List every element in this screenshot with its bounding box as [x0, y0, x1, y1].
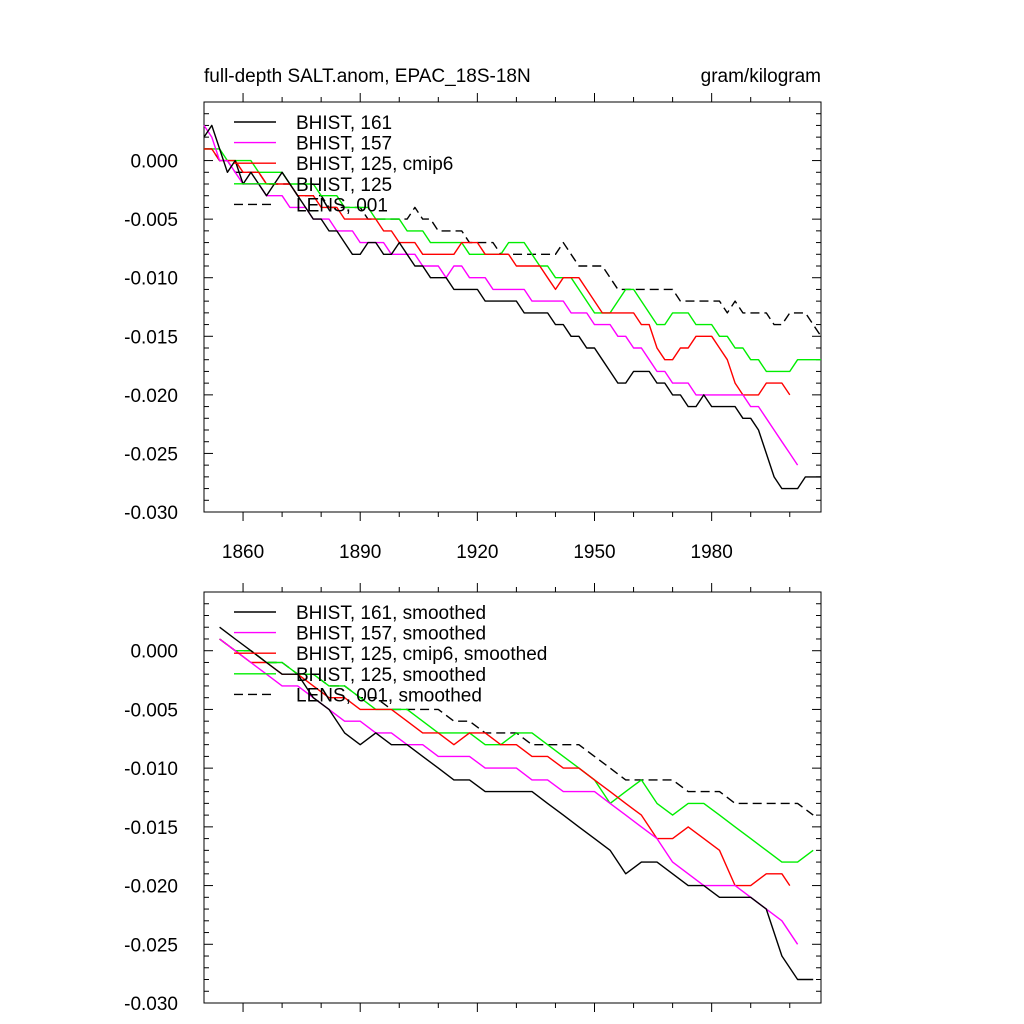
x-tick-label: 1860 [222, 542, 264, 563]
series-group [203, 124, 822, 490]
panel-title: full-depth SALT.anom, EPAC_18S-18N [204, 66, 531, 87]
x-tick-label: 1980 [691, 542, 733, 563]
y-tick-label: -0.025 [124, 935, 178, 956]
y-tick-label: -0.020 [124, 386, 178, 407]
bottom-panel: 0.000 -0.005 -0.010 -0.015 -0.020 -0.025 -0.03… [124, 583, 822, 1015]
y-tick-label: -0.010 [124, 759, 178, 780]
legend-label: BHIST, 161, smoothed [296, 603, 486, 624]
series-line [219, 638, 791, 887]
y-tick-label: -0.030 [124, 994, 178, 1015]
y-tick-label: 0.000 [130, 642, 178, 663]
y-tick-label: 0.000 [130, 152, 178, 173]
series-line [203, 125, 799, 466]
series-group [219, 626, 814, 981]
plot-frame [203, 591, 822, 1004]
legend-label: BHIST, 125, smoothed [296, 665, 486, 686]
x-tick-label: 1890 [339, 542, 381, 563]
y-tick-label: -0.030 [124, 503, 178, 524]
series-line [203, 124, 821, 490]
legend-label: BHIST, 125, cmip6 [296, 154, 453, 175]
series-line [219, 638, 814, 863]
legend-label: BHIST, 161 [296, 113, 392, 134]
legend-label: BHIST, 125 [296, 175, 392, 196]
legend-label: LENS, 001 [296, 195, 388, 216]
plot-frame [203, 101, 822, 513]
x-tick-label: 1920 [456, 542, 498, 563]
legend-label: LENS, 001, smoothed [296, 685, 482, 706]
panel-units: gram/kilogram [701, 66, 821, 87]
series-line [219, 626, 814, 981]
legend-label: BHIST, 157, smoothed [296, 624, 486, 645]
y-tick-label: -0.015 [124, 818, 178, 839]
y-tick-label: -0.005 [124, 700, 178, 721]
series-line [204, 148, 821, 373]
x-tick-label: 1950 [573, 542, 615, 563]
y-tick-label: -0.010 [124, 269, 178, 290]
legend-label: BHIST, 157 [296, 134, 392, 155]
series-line [204, 148, 791, 396]
y-tick-label: -0.015 [124, 327, 178, 348]
y-tick-label: -0.005 [124, 210, 178, 231]
top-panel: full-depth SALT.anom, EPAC_18S-18N gram/… [124, 66, 822, 563]
y-tick-label: -0.025 [124, 444, 178, 465]
legend-label: BHIST, 125, cmip6, smoothed [296, 644, 547, 665]
y-tick-label: -0.020 [124, 877, 178, 898]
